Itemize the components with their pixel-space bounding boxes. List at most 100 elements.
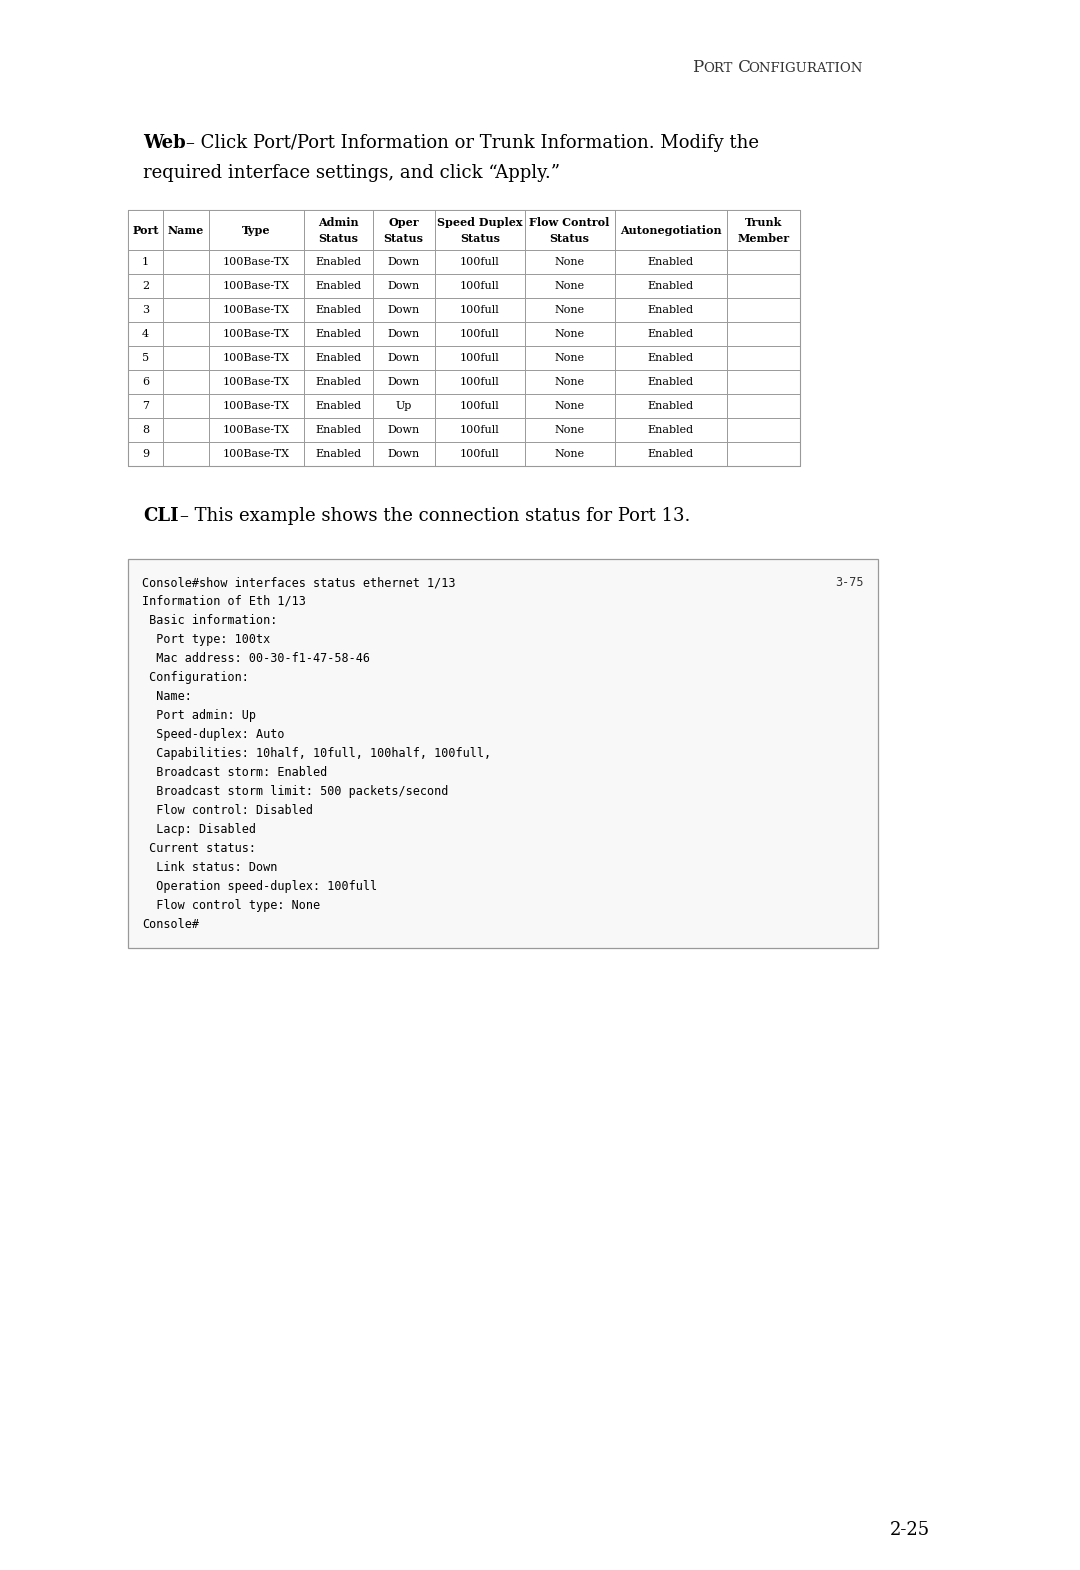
Text: None: None <box>554 449 584 458</box>
Text: 100full: 100full <box>460 449 500 458</box>
Text: Flow control: Disabled: Flow control: Disabled <box>141 804 313 816</box>
Text: Broadcast storm limit: 500 packets/second: Broadcast storm limit: 500 packets/secon… <box>141 785 448 798</box>
Text: Admin: Admin <box>319 217 359 228</box>
Text: 100Base-TX: 100Base-TX <box>222 377 291 386</box>
Text: Speed Duplex: Speed Duplex <box>437 217 523 228</box>
Text: Down: Down <box>388 330 420 339</box>
Text: Port: Port <box>132 225 159 236</box>
Text: None: None <box>554 425 584 435</box>
Text: Web: Web <box>143 133 186 152</box>
Text: 2: 2 <box>141 281 149 290</box>
Text: Enabled: Enabled <box>648 330 693 339</box>
Text: 7: 7 <box>141 400 149 411</box>
Text: Enabled: Enabled <box>648 400 693 411</box>
Text: Operation speed-duplex: 100full: Operation speed-duplex: 100full <box>141 881 377 893</box>
Text: 100full: 100full <box>460 400 500 411</box>
Text: 5: 5 <box>141 353 149 363</box>
Text: Enabled: Enabled <box>315 330 362 339</box>
Text: 100Base-TX: 100Base-TX <box>222 330 291 339</box>
Text: P: P <box>692 60 703 75</box>
Text: None: None <box>554 353 584 363</box>
Text: Down: Down <box>388 281 420 290</box>
Text: 1: 1 <box>141 257 149 267</box>
Text: Type: Type <box>242 225 271 236</box>
Text: Flow control type: None: Flow control type: None <box>141 900 320 912</box>
Text: Enabled: Enabled <box>648 353 693 363</box>
Text: None: None <box>554 281 584 290</box>
Text: Port admin: Up: Port admin: Up <box>141 710 256 722</box>
Text: Trunk: Trunk <box>745 217 782 228</box>
Text: Down: Down <box>388 377 420 386</box>
Text: Enabled: Enabled <box>315 281 362 290</box>
Text: required interface settings, and click “Apply.”: required interface settings, and click “… <box>143 163 561 182</box>
Text: 4: 4 <box>141 330 149 339</box>
Text: Enabled: Enabled <box>648 425 693 435</box>
Text: – This example shows the connection status for Port 13.: – This example shows the connection stat… <box>180 507 690 524</box>
Text: 100Base-TX: 100Base-TX <box>222 400 291 411</box>
Text: Down: Down <box>388 449 420 458</box>
Text: 100Base-TX: 100Base-TX <box>222 281 291 290</box>
Text: – Click Port/Port Information or Trunk Information. Modify the: – Click Port/Port Information or Trunk I… <box>186 133 759 152</box>
Text: Enabled: Enabled <box>315 257 362 267</box>
Text: Enabled: Enabled <box>315 377 362 386</box>
Text: 3-75: 3-75 <box>836 576 864 589</box>
Text: Flow Control: Flow Control <box>529 217 610 228</box>
Text: 9: 9 <box>141 449 149 458</box>
Text: None: None <box>554 305 584 316</box>
Text: Enabled: Enabled <box>648 305 693 316</box>
Text: Status: Status <box>550 232 590 243</box>
Text: 100full: 100full <box>460 377 500 386</box>
Text: Port type: 100tx: Port type: 100tx <box>141 633 270 645</box>
Text: ORT: ORT <box>703 61 732 75</box>
Text: 100Base-TX: 100Base-TX <box>222 425 291 435</box>
Text: 100full: 100full <box>460 425 500 435</box>
Text: None: None <box>554 400 584 411</box>
Text: ONFIGURATION: ONFIGURATION <box>748 61 862 75</box>
Text: Lacp: Disabled: Lacp: Disabled <box>141 823 256 835</box>
Text: 100full: 100full <box>460 305 500 316</box>
Text: Down: Down <box>388 257 420 267</box>
Text: Name:: Name: <box>141 689 192 703</box>
Text: 100full: 100full <box>460 330 500 339</box>
Text: Enabled: Enabled <box>315 400 362 411</box>
Text: Enabled: Enabled <box>648 449 693 458</box>
Text: 100full: 100full <box>460 281 500 290</box>
Text: Up: Up <box>395 400 411 411</box>
Text: Capabilities: 10half, 10full, 100half, 100full,: Capabilities: 10half, 10full, 100half, 1… <box>141 747 491 760</box>
Text: 100Base-TX: 100Base-TX <box>222 257 291 267</box>
Text: Status: Status <box>460 232 500 243</box>
Text: Autonegotiation: Autonegotiation <box>620 225 721 236</box>
Text: Status: Status <box>319 232 359 243</box>
Text: None: None <box>554 257 584 267</box>
Text: Enabled: Enabled <box>648 257 693 267</box>
Text: Console#show interfaces status ethernet 1/13: Console#show interfaces status ethernet … <box>141 576 456 589</box>
Text: Enabled: Enabled <box>648 281 693 290</box>
Text: Enabled: Enabled <box>648 377 693 386</box>
Text: Status: Status <box>383 232 423 243</box>
Text: 100Base-TX: 100Base-TX <box>222 305 291 316</box>
Text: 100full: 100full <box>460 353 500 363</box>
Text: 6: 6 <box>141 377 149 386</box>
Text: Down: Down <box>388 353 420 363</box>
Bar <box>129 210 800 250</box>
Text: 8: 8 <box>141 425 149 435</box>
Text: Broadcast storm: Enabled: Broadcast storm: Enabled <box>141 766 327 779</box>
Text: 2-25: 2-25 <box>890 1521 930 1539</box>
Text: None: None <box>554 330 584 339</box>
Text: Enabled: Enabled <box>315 353 362 363</box>
Text: Name: Name <box>167 225 204 236</box>
Text: Current status:: Current status: <box>141 842 256 856</box>
Text: Console#: Console# <box>141 918 199 931</box>
Text: Mac address: 00-30-f1-47-58-46: Mac address: 00-30-f1-47-58-46 <box>141 652 370 666</box>
Text: Enabled: Enabled <box>315 305 362 316</box>
Text: Member: Member <box>738 232 789 243</box>
Text: 100full: 100full <box>460 257 500 267</box>
Bar <box>129 210 800 466</box>
Text: Enabled: Enabled <box>315 425 362 435</box>
Text: Basic information:: Basic information: <box>141 614 278 626</box>
Text: Speed-duplex: Auto: Speed-duplex: Auto <box>141 728 284 741</box>
Text: 3: 3 <box>141 305 149 316</box>
Text: Link status: Down: Link status: Down <box>141 860 278 874</box>
Text: Enabled: Enabled <box>315 449 362 458</box>
Bar <box>129 559 878 948</box>
